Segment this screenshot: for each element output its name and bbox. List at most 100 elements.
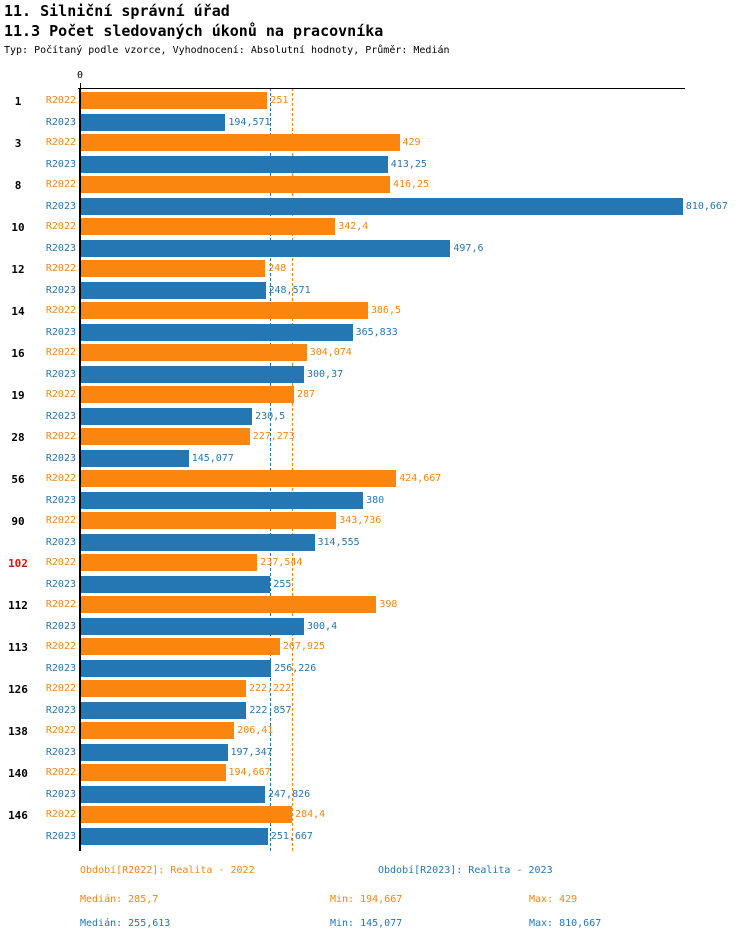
bar-r2022 [81, 302, 368, 319]
category-label: 10 [11, 221, 25, 234]
series-label-r2023: R2023 [45, 117, 76, 128]
bar-r2023 [81, 786, 265, 803]
median-line-2023 [269, 88, 271, 851]
category-label: 102 [8, 557, 28, 570]
stat-median-2022: Medián: 285,7 [80, 894, 159, 905]
value-label-r2023: 300,4 [307, 621, 338, 632]
category-label: 28 [11, 431, 25, 444]
category-label: 14 [11, 305, 25, 318]
series-label-r2022: R2022 [45, 725, 76, 736]
value-label-r2022: 227,273 [252, 431, 295, 442]
value-label-r2023: 497,6 [453, 243, 484, 254]
value-label-r2023: 247,826 [268, 789, 311, 800]
y-axis-line [79, 88, 81, 851]
series-label-r2022: R2022 [45, 95, 76, 106]
bar-r2022 [81, 722, 235, 739]
series-label-r2023: R2023 [45, 831, 76, 842]
series-label-r2023: R2023 [45, 789, 76, 800]
series-label-r2023: R2023 [45, 411, 76, 422]
bar-r2022 [81, 554, 258, 571]
bar-r2023 [81, 114, 226, 131]
value-label-r2022: 251 [270, 95, 289, 106]
bar-r2022 [81, 806, 293, 823]
series-label-r2023: R2023 [45, 705, 76, 716]
bar-r2022 [81, 218, 336, 235]
category-label: 3 [14, 137, 22, 150]
series-label-r2023: R2023 [45, 621, 76, 632]
bar-r2023 [81, 282, 266, 299]
bar-r2022 [81, 92, 268, 109]
value-label-r2023: 255 [273, 579, 292, 590]
value-label-r2022: 237,544 [260, 557, 303, 568]
value-label-r2022: 398 [379, 599, 398, 610]
series-label-r2023: R2023 [45, 201, 76, 212]
legend-2022: Období[R2022]: Realita - 2022 [80, 865, 255, 876]
value-label-r2023: 145,077 [191, 453, 234, 464]
series-label-r2023: R2023 [45, 369, 76, 380]
bar-r2023 [81, 366, 304, 383]
category-label: 140 [8, 767, 28, 780]
value-label-r2023: 810,667 [685, 201, 728, 212]
category-label: 8 [14, 179, 22, 192]
value-label-r2022: 248 [268, 263, 287, 274]
value-label-r2022: 284,4 [295, 809, 326, 820]
x-axis-line [78, 88, 685, 89]
value-label-r2023: 413,25 [390, 159, 427, 170]
bar-r2023 [81, 240, 451, 257]
axis-zero-tick [80, 83, 81, 92]
category-label: 19 [11, 389, 25, 402]
report-title: 11. Silniční správní úřad [4, 2, 230, 20]
stat-min-2023: Min: 145,077 [330, 918, 403, 929]
bar-r2023 [81, 744, 228, 761]
series-label-r2022: R2022 [45, 473, 76, 484]
value-label-r2022: 429 [402, 137, 421, 148]
series-label-r2022: R2022 [45, 641, 76, 652]
bar-r2022 [81, 176, 390, 193]
series-label-r2023: R2023 [45, 579, 76, 590]
category-label: 126 [8, 683, 28, 696]
value-label-r2023: 314,555 [317, 537, 360, 548]
series-label-r2022: R2022 [45, 683, 76, 694]
chart-subtitle: Typ: Počítaný podle vzorce, Vyhodnocení:… [4, 45, 450, 56]
value-label-r2023: 380 [366, 495, 385, 506]
series-label-r2022: R2022 [45, 431, 76, 442]
value-label-r2022: 386,5 [370, 305, 401, 316]
bar-r2022 [81, 680, 246, 697]
value-label-r2023: 248,571 [268, 285, 311, 296]
series-label-r2023: R2023 [45, 453, 76, 464]
category-label: 16 [11, 347, 25, 360]
bar-r2023 [81, 660, 272, 677]
series-label-r2022: R2022 [45, 305, 76, 316]
chart-title: 11.3 Počet sledovaných úkonů na pracovní… [4, 22, 384, 40]
value-label-r2022: 416,25 [393, 179, 430, 190]
value-label-r2022: 206,41 [237, 725, 274, 736]
bar-r2023 [81, 198, 683, 215]
bar-r2023 [81, 828, 268, 845]
value-label-r2022: 194,667 [228, 767, 271, 778]
axis-zero-label: 0 [76, 70, 84, 81]
stat-min-2022: Min: 194,667 [330, 894, 403, 905]
bar-r2023 [81, 324, 353, 341]
category-label: 12 [11, 263, 25, 276]
category-label: 146 [8, 809, 28, 822]
bar-r2022 [81, 260, 266, 277]
bar-r2022 [81, 134, 400, 151]
bar-r2022 [81, 344, 307, 361]
bar-r2023 [81, 534, 315, 551]
bar-r2022 [81, 386, 294, 403]
series-label-r2023: R2023 [45, 663, 76, 674]
series-label-r2023: R2023 [45, 159, 76, 170]
series-label-r2022: R2022 [45, 347, 76, 358]
series-label-r2022: R2022 [45, 767, 76, 778]
series-label-r2023: R2023 [45, 243, 76, 254]
category-label: 1 [14, 95, 22, 108]
bar-r2023 [81, 408, 253, 425]
category-label: 113 [8, 641, 28, 654]
bar-r2022 [81, 512, 337, 529]
value-label-r2023: 256,226 [274, 663, 317, 674]
value-label-r2023: 194,571 [228, 117, 271, 128]
stat-max-2022: Max: 429 [529, 894, 578, 905]
category-label: 56 [11, 473, 25, 486]
series-label-r2023: R2023 [45, 285, 76, 296]
